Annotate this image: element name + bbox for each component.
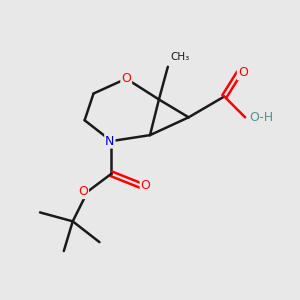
Text: O-H: O-H: [249, 111, 274, 124]
Text: N: N: [105, 135, 115, 148]
Text: O: O: [78, 185, 88, 198]
Text: O: O: [121, 72, 131, 85]
Text: O: O: [238, 66, 248, 79]
Text: CH₃: CH₃: [171, 52, 190, 62]
Text: O: O: [141, 179, 151, 192]
